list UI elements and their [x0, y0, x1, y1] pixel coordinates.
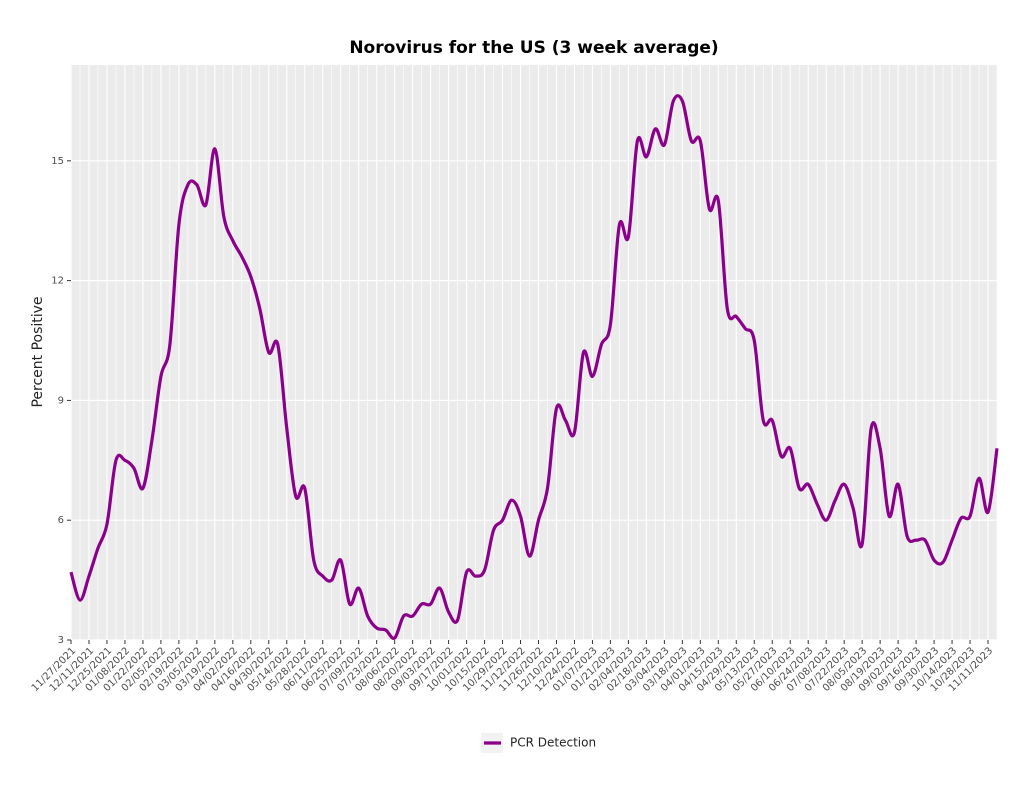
y-tick-label: 6 [58, 515, 64, 526]
y-tick-label: 15 [51, 156, 64, 167]
chart-title: Norovirus for the US (3 week average) [349, 38, 718, 58]
series-line [69, 94, 999, 640]
y-tick-label: 9 [58, 395, 64, 406]
legend-label: PCR Detection [510, 736, 596, 750]
labels: 369121511/27/202112/11/202112/25/202101/… [30, 156, 996, 694]
lines [69, 94, 999, 640]
legend: PCR Detection [481, 733, 596, 753]
plot-panel [71, 65, 997, 640]
y-tick-label: 3 [58, 635, 64, 646]
y-axis-label: Percent Positive [30, 296, 46, 407]
y-tick-label: 12 [51, 276, 64, 287]
